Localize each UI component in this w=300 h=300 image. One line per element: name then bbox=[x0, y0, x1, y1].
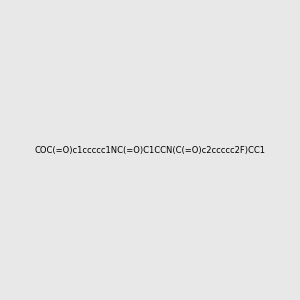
Text: COC(=O)c1ccccc1NC(=O)C1CCN(C(=O)c2ccccc2F)CC1: COC(=O)c1ccccc1NC(=O)C1CCN(C(=O)c2ccccc2… bbox=[34, 146, 266, 154]
